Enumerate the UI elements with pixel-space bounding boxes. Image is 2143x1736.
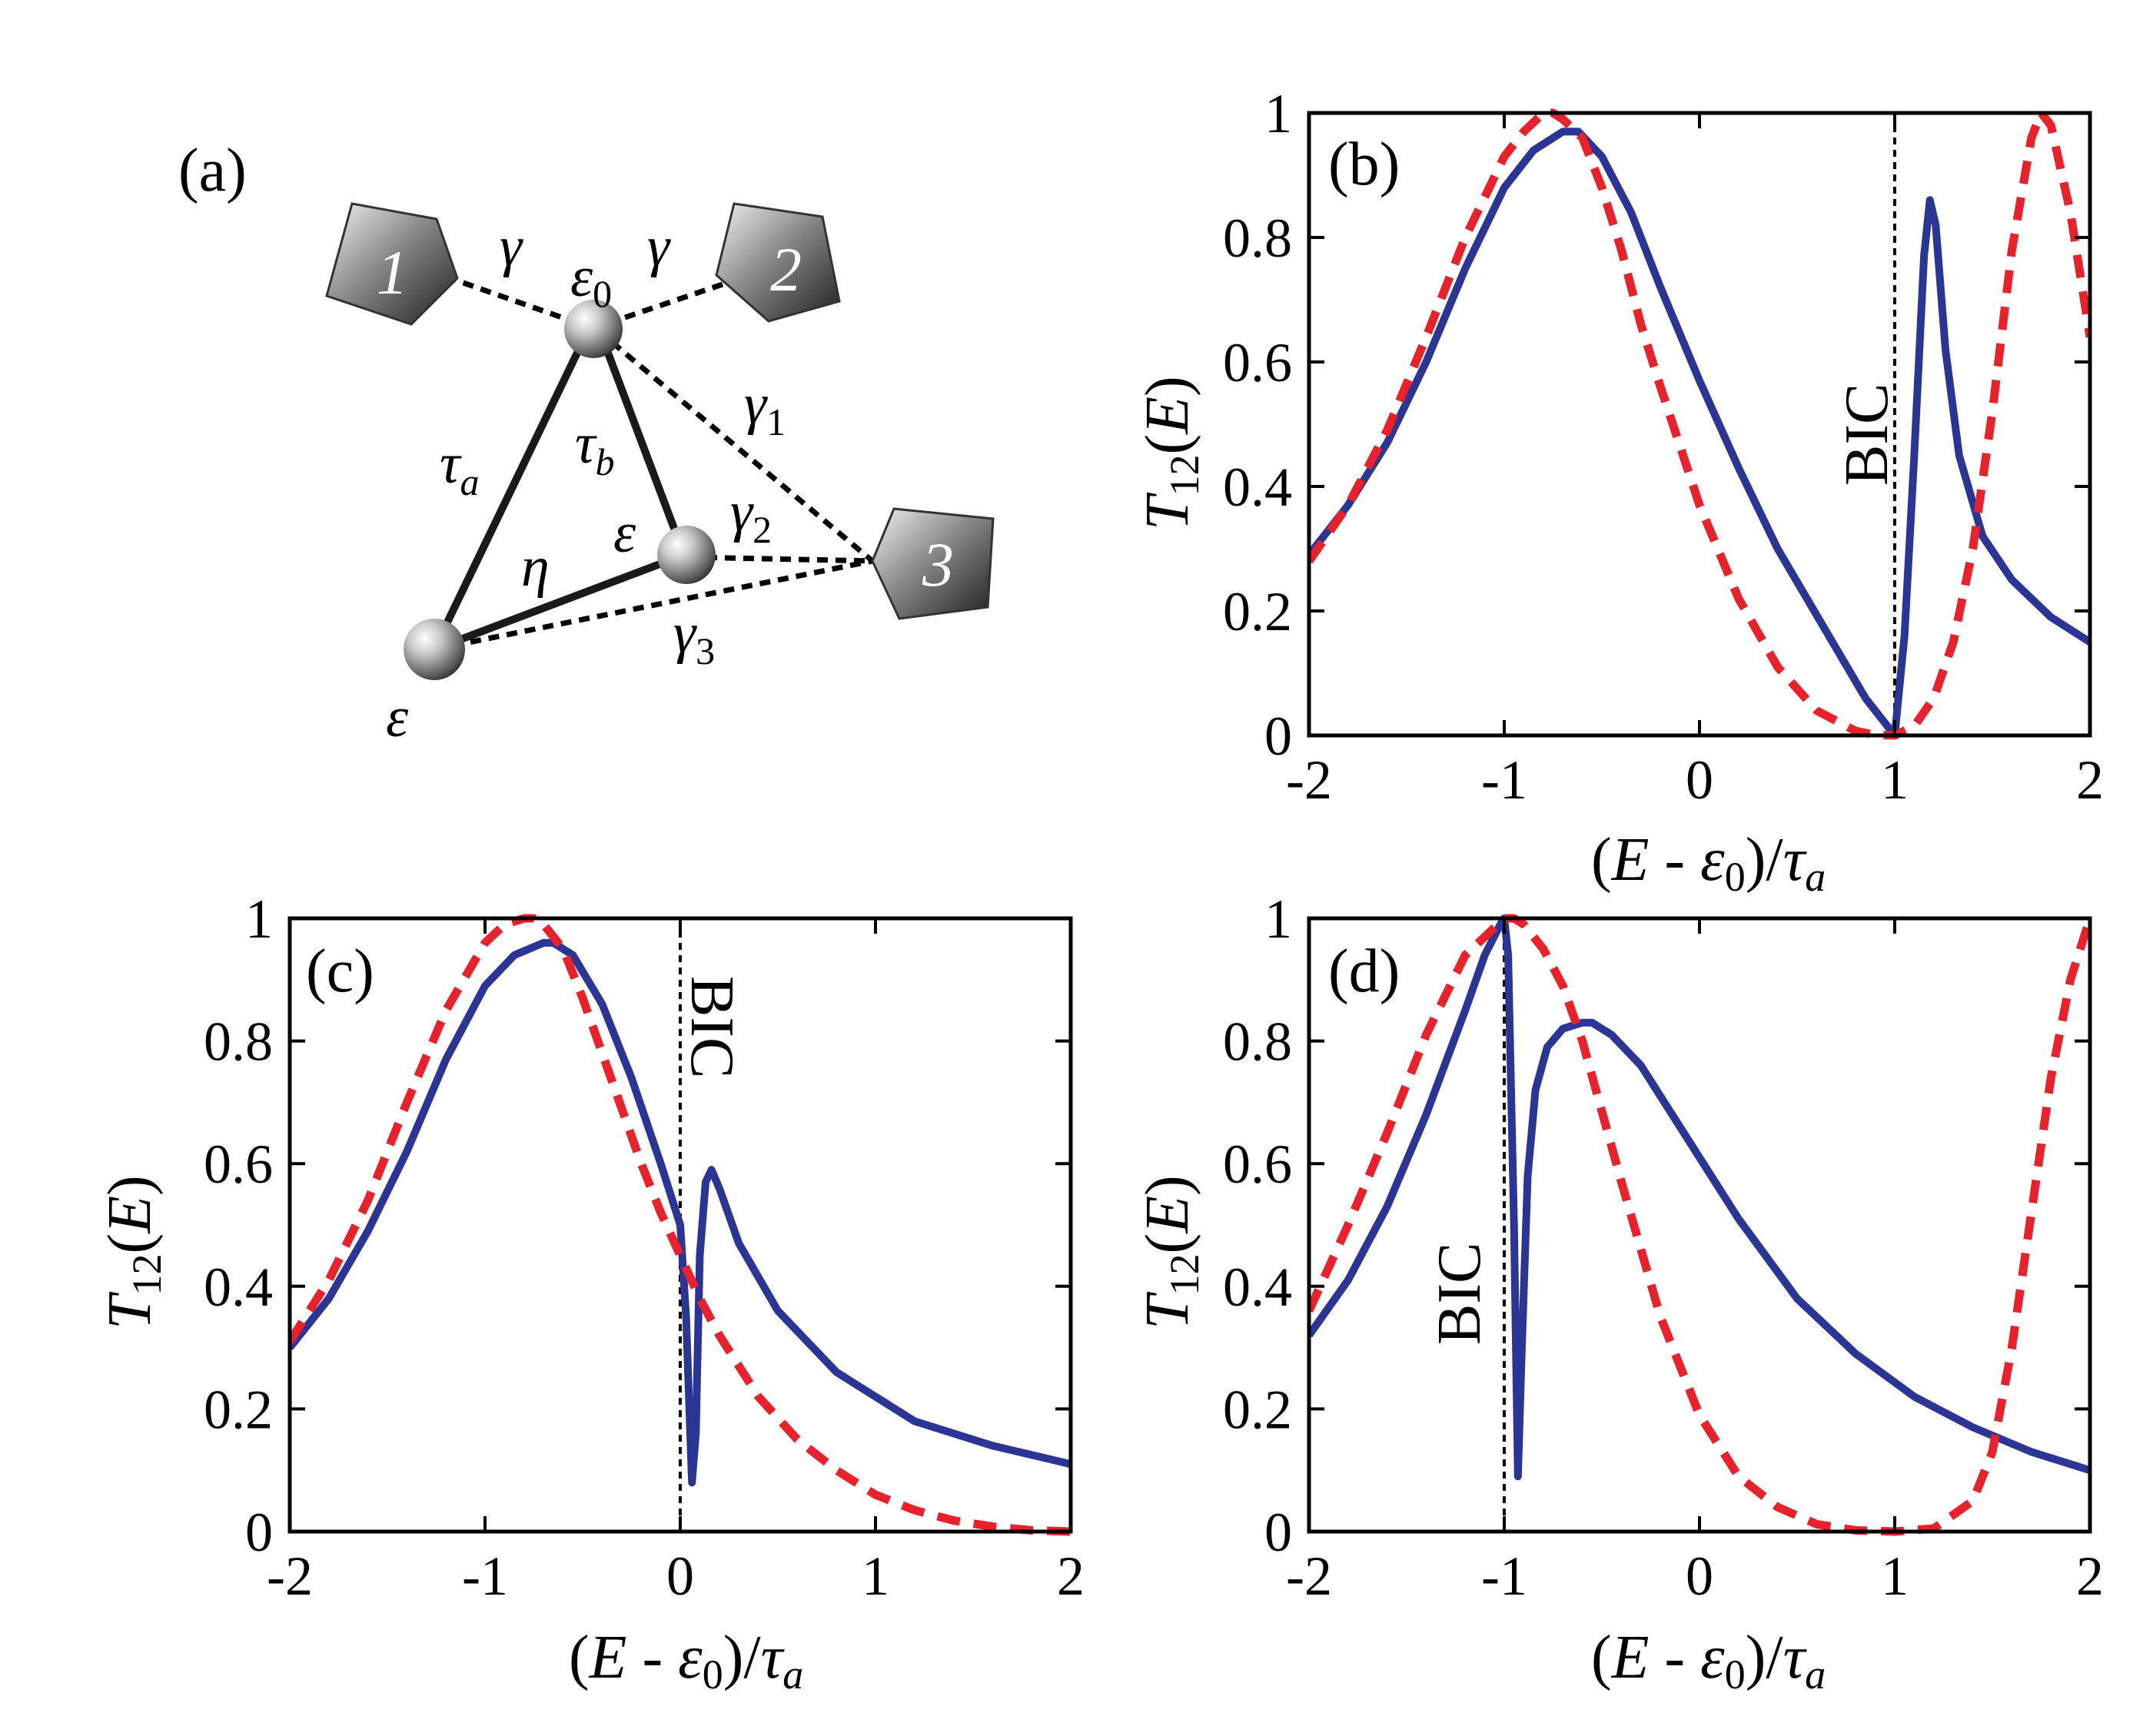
panel-label: (c) [306, 938, 374, 1005]
x-tick-label: -2 [1286, 1545, 1332, 1607]
lead-2-label: 2 [770, 234, 802, 304]
y-tick-label: 0 [1264, 1502, 1292, 1563]
axes-frame [1307, 916, 2092, 1534]
series-line-dashed [1309, 108, 2090, 740]
site-right [657, 526, 716, 584]
x-tick-label: -1 [1481, 1545, 1527, 1607]
x-tick-label: -2 [267, 1545, 313, 1607]
x-tick-label: 2 [2076, 1545, 2104, 1607]
x-axis-label: (E - ε0)/τa [1591, 826, 1826, 900]
x-axis-label: (E - ε0)/τa [1591, 1624, 1826, 1698]
dashed-couplings [434, 274, 875, 652]
panel-b-chart: -2 -1 0 1 2 0 0.2 0.4 0.6 0.8 1 (b) BIC (E - ε0)/τ… [1134, 83, 2104, 900]
y-tick-label: 0.4 [204, 1256, 273, 1318]
y-tick-label: 0.2 [204, 1379, 273, 1440]
y-tick-label: 0 [1264, 705, 1292, 767]
ticks: -2 -1 0 1 2 0 0.2 0.4 0.6 0.8 1 [204, 888, 1085, 1607]
lead-3: 3 [871, 507, 995, 620]
y-tick-label: 0.6 [1223, 1134, 1292, 1195]
x-tick-label: 0 [1686, 1545, 1713, 1607]
x-tick-label: 1 [1881, 749, 1909, 811]
y-tick-label: 0.8 [1223, 1011, 1292, 1073]
site-bottom-label: ε [386, 686, 409, 749]
y-tick-label: 0.2 [1223, 1379, 1292, 1440]
tau-a-label: τa [440, 433, 480, 503]
series-line-dashed [290, 914, 1071, 1536]
y-tick-label: 0.4 [1223, 1256, 1292, 1318]
y-axis-label: T12(E) [1134, 376, 1208, 530]
ticks: -2 -1 0 1 2 0 0.2 0.4 0.6 0.8 1 [1223, 83, 2104, 811]
hopping-tau-b [596, 329, 688, 556]
lead-1: 1 [325, 202, 459, 326]
y-tick-label: 1 [245, 888, 273, 950]
coupling-gamma3 [434, 558, 873, 652]
coupling-gamma2 [687, 554, 873, 564]
panel-a-schematic: (a) 1 2 3 ε0 [178, 137, 995, 749]
lead-2: 2 [715, 202, 841, 323]
y-tick-label: 0.4 [1223, 456, 1292, 518]
gamma-left-label: γ [500, 215, 523, 278]
plot-area [290, 914, 1071, 1536]
eta-label: η [521, 536, 550, 599]
tau-b-label: τb [575, 413, 615, 483]
y-tick-label: 0.6 [1223, 332, 1292, 393]
x-tick-label: 1 [862, 1545, 889, 1607]
y-tick-label: 1 [1264, 888, 1292, 950]
panel-label: (d) [1328, 938, 1400, 1005]
hopping-eta [433, 551, 686, 653]
gamma-right-label: γ [647, 215, 671, 278]
hopping-tau-a [430, 328, 592, 652]
series-line-solid [1309, 914, 2090, 1481]
site-bottom [404, 619, 465, 680]
series-line-dashed [1309, 914, 2090, 1536]
y-tick-label: 1 [1264, 83, 1292, 144]
x-tick-label: -1 [1481, 749, 1527, 811]
site-top-label: ε0 [570, 246, 612, 315]
y-axis-label: T12(E) [1134, 1175, 1208, 1329]
panel-d-chart: -2 -1 0 1 2 0 0.2 0.4 0.6 0.8 1 (d) BIC (E - ε0)/τ… [1134, 888, 2104, 1698]
y-tick-label: 0.6 [204, 1134, 273, 1195]
lead-3-label: 3 [922, 529, 954, 599]
x-tick-label: 2 [1057, 1545, 1085, 1607]
lead-1-label: 1 [377, 237, 408, 307]
y-tick-label: 0.2 [1223, 581, 1292, 642]
y-tick-label: 0.8 [1223, 207, 1292, 269]
y-tick-label: 0 [245, 1502, 273, 1563]
x-tick-label: 2 [2076, 749, 2104, 811]
plot-area [1309, 108, 2090, 740]
x-tick-label: 0 [1686, 749, 1713, 811]
x-tick-label: -2 [1286, 749, 1332, 811]
x-tick-label: 0 [666, 1545, 694, 1607]
gamma2-label: γ2 [730, 480, 772, 551]
site-top [564, 300, 623, 358]
panel-a-label: (a) [178, 137, 247, 204]
bic-label: BIC [678, 976, 746, 1078]
panel-c-chart: -2 -1 0 1 2 0 0.2 0.4 0.6 0.8 1 (c) BIC (E - ε0)/τ… [96, 888, 1085, 1698]
bic-label: BIC [1833, 383, 1901, 486]
site-right-label: ε [613, 502, 636, 565]
x-axis-label: (E - ε0)/τa [569, 1624, 803, 1698]
series-line-solid [1309, 128, 2090, 739]
x-tick-label: 1 [1881, 1545, 1909, 1607]
series-line-solid [290, 938, 1071, 1487]
y-axis-label: T12(E) [96, 1175, 170, 1329]
panel-label: (b) [1328, 131, 1400, 198]
gamma1-label: γ1 [744, 373, 786, 443]
coupling-lead2 [596, 281, 724, 330]
axes-frame [1307, 111, 2092, 738]
coupling-lead1 [444, 274, 590, 330]
bic-label: BIC [1426, 1243, 1493, 1345]
gamma3-label: γ3 [673, 602, 715, 672]
x-tick-label: -1 [462, 1545, 508, 1607]
y-tick-label: 0.8 [204, 1011, 273, 1073]
coupling-gamma1 [596, 328, 875, 563]
plot-area [1309, 914, 2090, 1536]
solid-hoppings [430, 328, 688, 653]
ticks: -2 -1 0 1 2 0 0.2 0.4 0.6 0.8 1 [1223, 888, 2104, 1607]
